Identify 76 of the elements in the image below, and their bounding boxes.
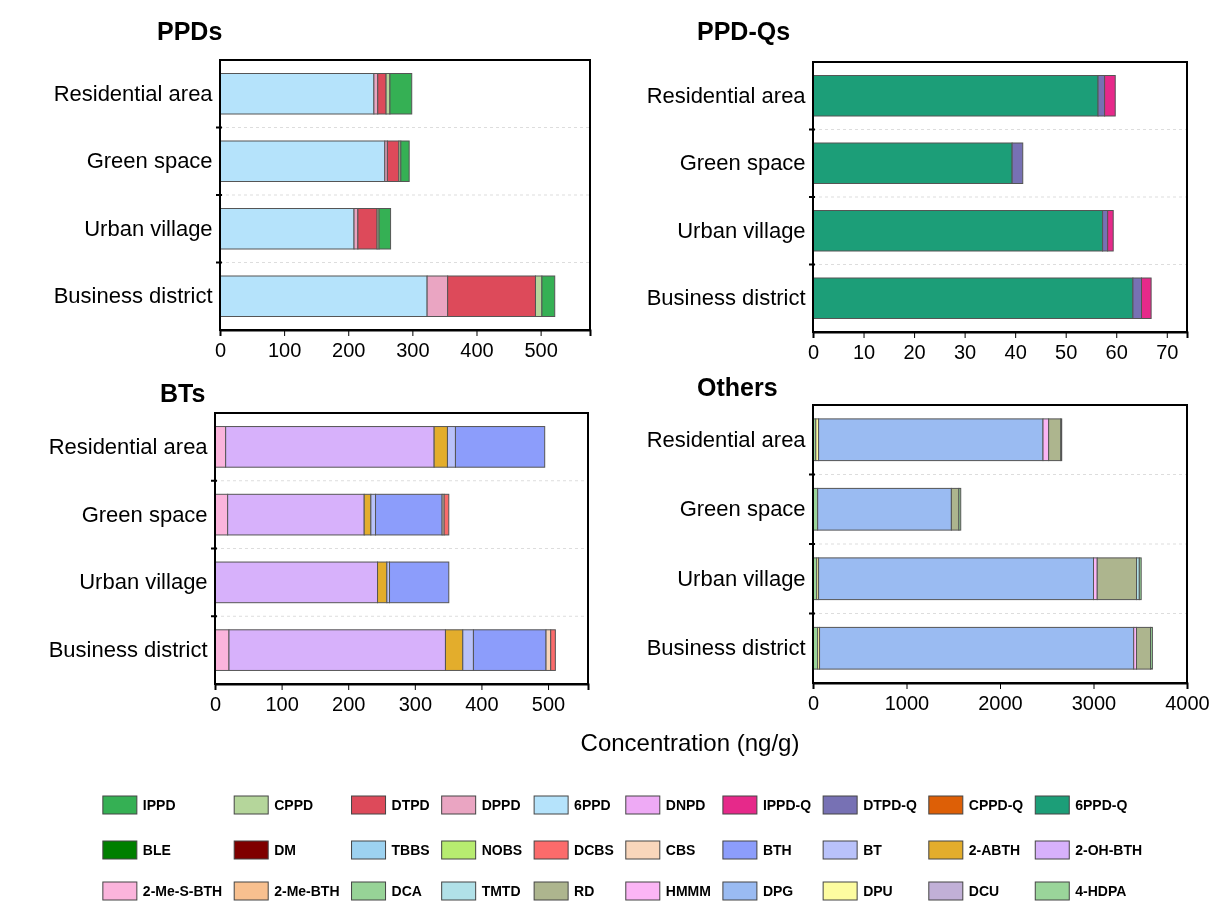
y-tick-label: Urban village bbox=[677, 217, 806, 243]
legend-label: 6PPD bbox=[574, 797, 611, 813]
x-tick-label: 70 bbox=[1156, 341, 1179, 363]
legend-label: DCA bbox=[391, 883, 422, 899]
x-tick-label: 10 bbox=[852, 341, 876, 363]
x-tick-label: 100 bbox=[267, 339, 302, 361]
x-tick-label: 60 bbox=[1105, 341, 1128, 363]
legend-label: TMTD bbox=[481, 883, 521, 899]
legend-label: DCBS bbox=[574, 842, 614, 858]
y-tick-label: Residential area bbox=[48, 433, 209, 459]
legend-label: CPPD-Q bbox=[968, 797, 1024, 813]
x-tick-label: 200 bbox=[332, 339, 366, 361]
legend-label: 2-Me-BTH bbox=[274, 883, 340, 899]
legend-label: IPPD bbox=[142, 797, 176, 813]
legend-label: DPPD bbox=[481, 797, 521, 813]
legend-label: 2-ABTH bbox=[968, 842, 1021, 858]
x-tick-label: 2000 bbox=[978, 692, 1023, 714]
x-tick-label: 500 bbox=[524, 339, 558, 361]
y-tick-label: Business district bbox=[646, 635, 806, 661]
y-tick-label: Business district bbox=[646, 285, 806, 311]
legend-label: NOBS bbox=[481, 842, 523, 858]
legend-label: DPG bbox=[762, 883, 794, 899]
y-tick-label: Residential area bbox=[53, 80, 214, 106]
x-tick-label: 50 bbox=[1055, 341, 1078, 363]
x-tick-label: 1000 bbox=[884, 692, 930, 714]
x-tick-label: 100 bbox=[265, 693, 299, 715]
x-tick-label: 20 bbox=[903, 341, 926, 363]
y-tick-label: Business district bbox=[48, 637, 208, 663]
x-tick-label: 300 bbox=[398, 693, 433, 715]
legend-label: DNPD bbox=[665, 797, 706, 813]
y-tick-label: Urban village bbox=[677, 565, 806, 591]
y-tick-label: Residential area bbox=[646, 82, 807, 108]
legend-label: 4-HDPA bbox=[1075, 883, 1127, 899]
y-tick-label: Green space bbox=[679, 150, 806, 176]
x-tick-label: 0 bbox=[214, 339, 227, 361]
legend-label: DTPD-Q bbox=[863, 797, 917, 813]
x-tick-label: 3000 bbox=[1071, 692, 1117, 714]
legend-label: HMMM bbox=[665, 883, 711, 899]
y-tick-label: Residential area bbox=[646, 426, 807, 452]
x-tick-label: 40 bbox=[1004, 341, 1027, 363]
x-tick-label: 200 bbox=[332, 693, 366, 715]
legend-label: IPPD-Q bbox=[762, 797, 812, 813]
legend-label: 2-Me-S-BTH bbox=[142, 883, 223, 899]
x-tick-label: 0 bbox=[807, 341, 820, 363]
chart-title: BTs bbox=[160, 379, 206, 407]
legend-label: 6PPD-Q bbox=[1075, 797, 1128, 813]
legend-label: RD bbox=[574, 883, 595, 899]
legend-label: BLE bbox=[142, 842, 171, 858]
chart-title: PPD-Qs bbox=[697, 17, 791, 45]
legend-label: 2-OH-BTH bbox=[1075, 842, 1143, 858]
x-axis-title: Concentration (ng/g) bbox=[580, 729, 800, 756]
legend-label: CPPD bbox=[274, 797, 314, 813]
x-tick-label: 500 bbox=[531, 693, 566, 715]
x-tick-label: 4000 bbox=[1165, 692, 1210, 714]
legend-label: TBBS bbox=[391, 842, 430, 858]
x-tick-label: 300 bbox=[396, 339, 430, 361]
y-tick-label: Green space bbox=[86, 148, 213, 174]
legend-label: BTH bbox=[762, 842, 792, 858]
chart-title: Others bbox=[697, 373, 778, 401]
x-tick-label: 0 bbox=[209, 693, 222, 715]
x-tick-label: 30 bbox=[954, 341, 977, 363]
legend-label: CBS bbox=[665, 842, 696, 858]
x-tick-label: 400 bbox=[460, 339, 494, 361]
x-tick-label: 0 bbox=[807, 692, 820, 714]
y-tick-label: Green space bbox=[679, 496, 806, 522]
x-tick-label: 400 bbox=[465, 693, 499, 715]
legend-label: DPU bbox=[863, 883, 893, 899]
y-tick-label: Urban village bbox=[79, 569, 208, 595]
legend-label: DM bbox=[274, 842, 296, 858]
chart-title: PPDs bbox=[157, 17, 223, 45]
y-tick-label: Green space bbox=[81, 501, 208, 527]
legend-label: DCU bbox=[968, 883, 1000, 899]
y-tick-label: Urban village bbox=[84, 215, 213, 241]
y-tick-label: Business district bbox=[53, 283, 213, 309]
legend-label: BT bbox=[863, 842, 883, 858]
legend-label: DTPD bbox=[391, 797, 430, 813]
